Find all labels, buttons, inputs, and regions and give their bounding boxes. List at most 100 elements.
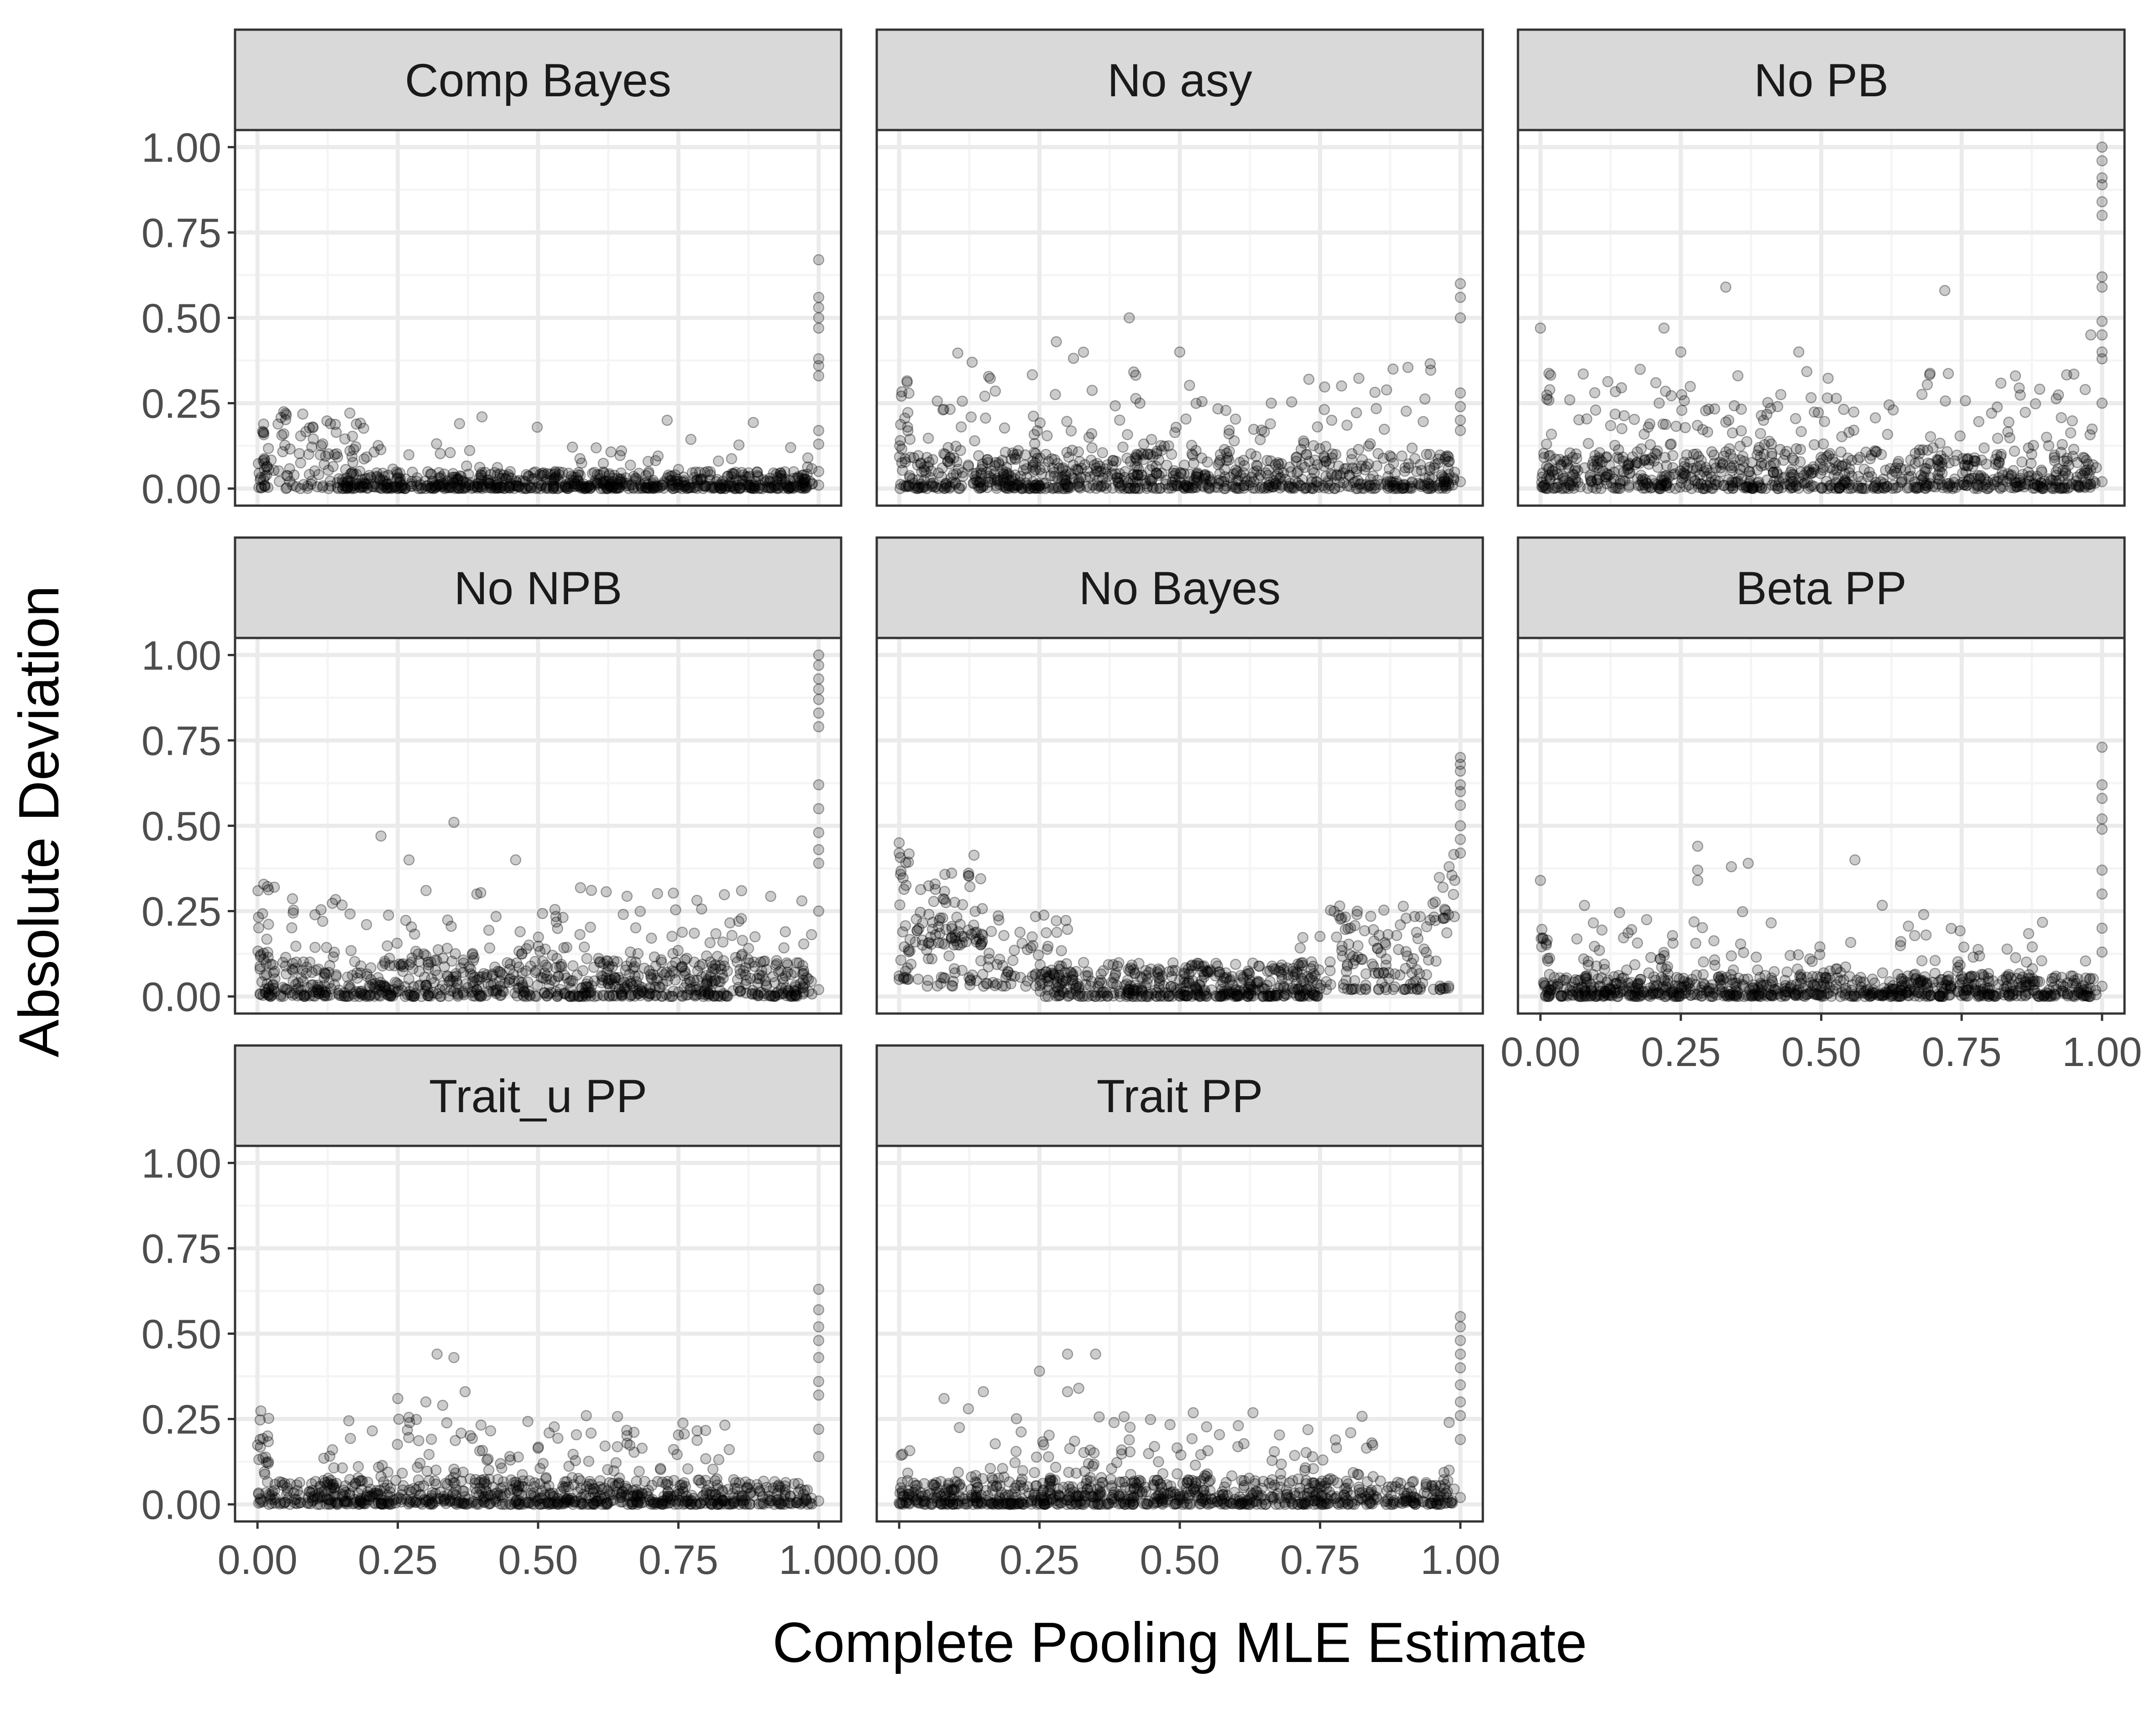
data-point <box>1590 388 1600 398</box>
data-point <box>1455 800 1465 810</box>
data-point <box>1357 954 1367 964</box>
data-point <box>1050 390 1060 400</box>
data-point <box>1371 403 1381 413</box>
data-point <box>706 470 716 480</box>
data-point <box>1671 421 1681 431</box>
data-point <box>347 431 357 441</box>
data-point <box>1644 459 1654 469</box>
data-point <box>1221 405 1231 415</box>
data-point <box>1101 478 1111 488</box>
data-point <box>782 958 792 968</box>
y-tick-label: 0.50 <box>141 804 221 850</box>
data-point <box>1252 461 1262 471</box>
data-point <box>1943 369 1953 379</box>
data-point <box>943 443 953 453</box>
data-point <box>1404 459 1414 469</box>
data-point <box>814 906 824 916</box>
data-point <box>913 483 923 493</box>
data-point <box>1412 466 1422 476</box>
data-point <box>484 925 494 935</box>
facet-strip-label: No NPB <box>454 562 622 614</box>
data-point <box>1354 373 1364 383</box>
data-point <box>1289 482 1299 492</box>
data-point <box>720 483 730 493</box>
data-point <box>476 888 486 898</box>
data-point <box>266 991 276 1001</box>
data-point <box>894 974 904 984</box>
data-point <box>2086 465 2096 475</box>
data-point <box>532 422 542 432</box>
data-point <box>2041 479 2051 489</box>
facet-panel: No asy <box>877 30 1483 506</box>
data-point <box>1262 980 1272 990</box>
data-point <box>2097 477 2107 487</box>
data-point <box>1537 941 1547 951</box>
data-point <box>1651 378 1661 388</box>
data-point <box>999 930 1009 941</box>
data-point <box>1327 415 1337 425</box>
data-point <box>707 978 717 988</box>
data-point <box>1015 927 1025 937</box>
data-point <box>1364 441 1374 451</box>
data-point <box>458 967 468 977</box>
data-point <box>540 944 550 954</box>
data-point <box>1802 366 1812 376</box>
data-point <box>1787 465 1797 475</box>
data-point <box>774 967 784 977</box>
data-point <box>477 412 487 422</box>
data-point <box>1062 925 1073 935</box>
data-point <box>712 951 722 962</box>
data-point <box>1428 899 1438 909</box>
data-point <box>1915 449 1925 459</box>
data-point <box>1401 406 1411 416</box>
data-point <box>331 427 341 437</box>
data-point <box>1917 389 1927 399</box>
data-point <box>1776 390 1786 400</box>
data-point <box>281 484 291 494</box>
data-point <box>1000 423 1010 433</box>
data-point <box>613 972 623 983</box>
data-point <box>1790 413 1800 423</box>
data-point <box>1752 482 1762 492</box>
data-point <box>1123 975 1133 985</box>
data-point <box>355 482 365 492</box>
data-point <box>257 909 267 919</box>
data-point <box>947 868 957 878</box>
data-point <box>1680 396 1690 406</box>
data-point <box>1193 472 1204 482</box>
data-point <box>1315 444 1325 454</box>
data-point <box>651 990 661 1000</box>
data-point <box>435 449 445 459</box>
data-point <box>637 986 647 996</box>
data-point <box>1910 458 1920 468</box>
data-point <box>1756 410 1766 420</box>
data-point <box>814 722 824 732</box>
data-point <box>1803 483 1813 493</box>
data-point <box>953 927 963 937</box>
data-point <box>814 255 824 265</box>
data-point <box>449 817 459 827</box>
data-point <box>2087 424 2097 434</box>
data-point <box>625 460 635 470</box>
data-point <box>268 979 278 989</box>
data-point <box>2097 156 2107 166</box>
data-point <box>1455 279 1465 289</box>
data-point <box>1152 446 1162 456</box>
data-point <box>2012 481 2022 491</box>
data-point <box>2017 457 2027 467</box>
data-point <box>677 927 687 937</box>
data-point <box>1546 370 1556 380</box>
data-point <box>1256 425 1266 435</box>
data-point <box>576 883 586 893</box>
data-point <box>255 964 265 974</box>
data-point <box>1246 449 1256 459</box>
data-point <box>965 882 975 892</box>
data-point <box>1543 956 1553 966</box>
data-point <box>741 970 751 980</box>
data-point <box>894 848 904 858</box>
data-point <box>1942 447 1952 457</box>
facet-panel: No PB <box>1518 30 2125 506</box>
data-point <box>1068 353 1078 363</box>
data-point <box>2097 354 2107 364</box>
